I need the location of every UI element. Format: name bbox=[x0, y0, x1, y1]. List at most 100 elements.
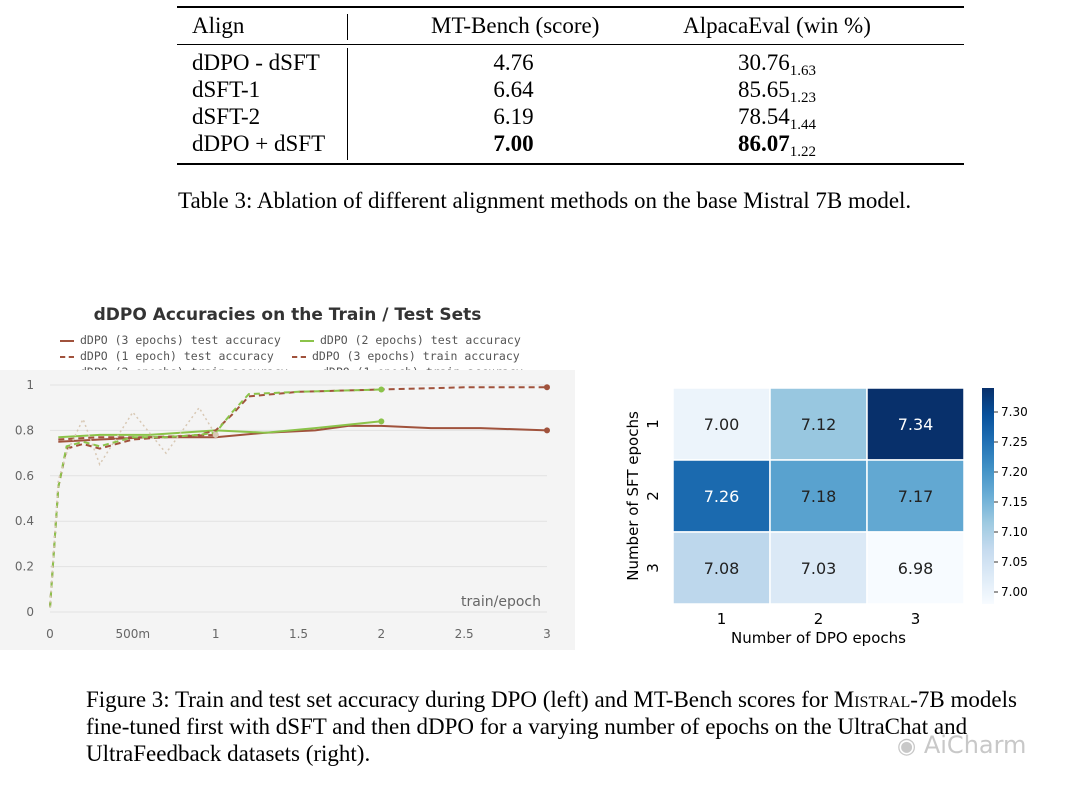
chart-background bbox=[0, 370, 575, 650]
heatmap-cell bbox=[769, 531, 868, 605]
table-cell-mtbench: 4.76 bbox=[493, 50, 534, 75]
table-cell-align: dSFT-2 bbox=[192, 104, 261, 129]
table-cell-align: dSFT-1 bbox=[192, 77, 261, 102]
mtbench-heatmap: 7.00 7.12 7.34 7.26 7.18 7.17 7.08 7.03 6.98 1 2 3 1… bbox=[620, 380, 1060, 660]
table-cell-alpacaeval: 78.541.44 bbox=[677, 104, 877, 133]
y-tick-label: 0.6 bbox=[15, 469, 34, 483]
heatmap-y-tick: 1 bbox=[644, 419, 662, 429]
colorbar-tick-label: 7.10 bbox=[1001, 525, 1028, 539]
legend-label: dDPO (2 epochs) test accuracy bbox=[320, 333, 521, 347]
colorbar-tick-label: 7.30 bbox=[1001, 405, 1028, 419]
legend-swatch bbox=[60, 355, 74, 358]
legend-swatch bbox=[292, 355, 306, 358]
colorbar-tick-label: 7.05 bbox=[1001, 555, 1028, 569]
series-line bbox=[49, 406, 217, 608]
table-top-rule bbox=[177, 6, 964, 8]
legend-swatch bbox=[300, 339, 314, 342]
legend-label: dDPO (3 epochs) train accuracy bbox=[312, 349, 520, 363]
chart-plot-area: 0 0.2 0.4 0.6 0.8 1 0 500m 1 1.5 2 2.5 3 train/epoch bbox=[0, 370, 575, 650]
alpacaeval-std: 1.23 bbox=[789, 90, 816, 106]
heatmap-cell bbox=[672, 531, 771, 605]
figure-caption-model: Mistral-7B bbox=[833, 687, 945, 712]
heatmap-cell-value: 7.18 bbox=[801, 487, 837, 506]
y-tick-label: 0.4 bbox=[15, 514, 34, 528]
alpacaeval-std: 1.63 bbox=[789, 63, 816, 79]
heatmap-cell-value: 6.98 bbox=[898, 559, 934, 578]
legend-label: dDPO (3 epochs) test accuracy bbox=[80, 333, 281, 347]
heatmap-cell bbox=[769, 459, 868, 533]
series-end-marker bbox=[544, 427, 550, 434]
alpacaeval-std: 1.44 bbox=[789, 117, 816, 133]
table-cell-align: dDPO + dSFT bbox=[192, 131, 326, 156]
legend-item: dDPO (2 epochs) test accuracy bbox=[300, 333, 521, 347]
heatmap-plot: 7.00 7.12 7.34 7.26 7.18 7.17 7.08 7.03 6.98 1 2 3 1… bbox=[624, 387, 1028, 647]
legend-item: dDPO (3 epochs) test accuracy bbox=[60, 333, 281, 347]
table-cell-align: dDPO - dSFT bbox=[192, 50, 320, 75]
alpacaeval-value: 30.76 bbox=[738, 50, 790, 75]
series-end-marker bbox=[544, 384, 550, 391]
series-end-marker bbox=[378, 386, 385, 393]
table-cell-alpacaeval: 85.651.23 bbox=[677, 77, 877, 106]
alpacaeval-value: 86.07 bbox=[738, 131, 790, 156]
watermark-text: AiCharm bbox=[923, 731, 1027, 759]
heatmap-x-axis-label: Number of DPO epochs bbox=[731, 629, 906, 647]
x-tick-label: 1 bbox=[212, 627, 220, 641]
alpacaeval-std: 1.22 bbox=[789, 144, 816, 160]
x-tick-label: 1.5 bbox=[289, 627, 308, 641]
table-cell-alpacaeval: 86.071.22 bbox=[677, 131, 877, 160]
alpacaeval-value: 78.54 bbox=[738, 104, 790, 129]
heatmap-cell bbox=[672, 387, 771, 461]
table-caption: Table 3: Ablation of different alignment… bbox=[178, 188, 912, 213]
heatmap-cell bbox=[769, 387, 868, 461]
ablation-table: Align MT-Bench (score) AlpacaEval (win %… bbox=[177, 6, 964, 166]
y-tick-label: 0.2 bbox=[15, 560, 34, 574]
heatmap-y-axis-label: Number of SFT epochs bbox=[624, 411, 642, 581]
table-cell-alpacaeval: 30.761.63 bbox=[677, 50, 877, 79]
figure-caption: Figure 3: Train and test set accuracy du… bbox=[86, 686, 1058, 767]
watermark-logo: ◉ AiCharm bbox=[897, 731, 1026, 759]
legend-item: dDPO (3 epochs) train accuracy bbox=[292, 349, 520, 363]
chart-title: dDPO Accuracies on the Train / Test Sets bbox=[93, 305, 482, 325]
colorbar-tick-label: 7.00 bbox=[1001, 585, 1028, 599]
heatmap-cell-value: 7.03 bbox=[801, 559, 837, 578]
figure-caption-part1: Figure 3: Train and test set accuracy du… bbox=[86, 687, 834, 712]
table-cell-mtbench: 7.00 bbox=[493, 131, 534, 156]
y-tick-label: 1 bbox=[26, 378, 34, 392]
table-cell-mtbench: 6.19 bbox=[493, 104, 534, 129]
heatmap-cell bbox=[866, 531, 965, 605]
x-tick-label: 2 bbox=[378, 627, 386, 641]
x-axis-label: train/epoch bbox=[461, 594, 541, 610]
table-cell-mtbench: 6.64 bbox=[493, 77, 534, 102]
heatmap-x-tick: 1 bbox=[717, 610, 727, 628]
table-column-divider bbox=[347, 14, 348, 40]
heatmap-cell-value: 7.00 bbox=[704, 415, 740, 434]
series-line bbox=[49, 386, 547, 608]
heatmap-y-tick: 2 bbox=[644, 491, 662, 501]
heatmap-cell-value: 7.17 bbox=[898, 487, 934, 506]
table-bottom-rule bbox=[177, 163, 964, 165]
y-tick-label: 0 bbox=[26, 605, 34, 619]
heatmap-cell-value: 7.26 bbox=[704, 487, 740, 506]
figure-caption-part2: models fine-tuned first with dSFT and th… bbox=[86, 687, 1017, 766]
x-tick-label: 3 bbox=[543, 627, 551, 641]
colorbar bbox=[982, 388, 994, 604]
table-column-divider bbox=[347, 48, 348, 160]
heatmap-cell-value: 7.34 bbox=[898, 415, 934, 434]
colorbar-tick-label: 7.20 bbox=[1001, 465, 1028, 479]
legend-item: dDPO (1 epoch) test accuracy bbox=[60, 349, 274, 363]
heatmap-cell bbox=[866, 387, 965, 461]
heatmap-x-tick: 2 bbox=[814, 610, 824, 628]
table-header-align: Align bbox=[192, 13, 245, 38]
colorbar-tick-label: 7.15 bbox=[1001, 495, 1028, 509]
colorbar-tick-label: 7.25 bbox=[1001, 435, 1028, 449]
heatmap-cell bbox=[866, 459, 965, 533]
legend-label: dDPO (1 epoch) test accuracy bbox=[80, 349, 274, 363]
alpacaeval-value: 85.65 bbox=[738, 77, 790, 102]
series-end-marker bbox=[378, 418, 385, 425]
series-line bbox=[49, 388, 382, 608]
table-header-mtbench: MT-Bench (score) bbox=[431, 13, 600, 38]
x-tick-label: 2.5 bbox=[455, 627, 474, 641]
x-tick-label: 0 bbox=[46, 627, 54, 641]
table-header-alpacaeval: AlpacaEval (win %) bbox=[683, 13, 871, 38]
x-tick-label: 500m bbox=[116, 627, 151, 641]
